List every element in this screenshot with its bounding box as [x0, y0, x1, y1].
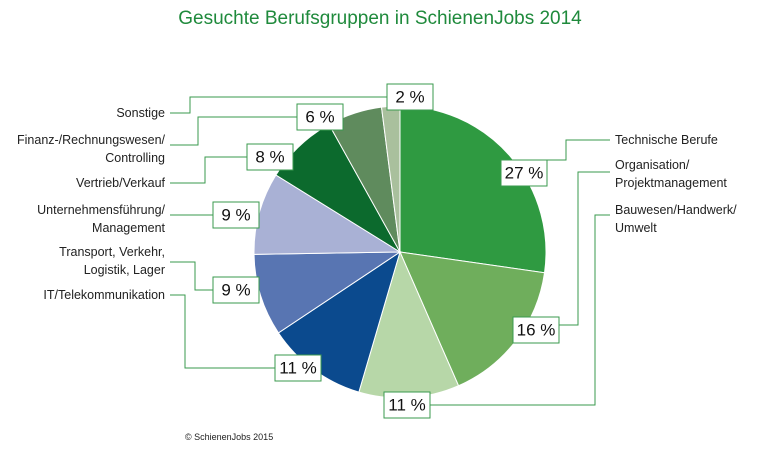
category-label: Sonstige — [116, 106, 165, 120]
value-box — [500, 159, 548, 187]
value-box — [212, 201, 260, 229]
category-label: Technische Berufe — [615, 133, 718, 147]
value-box — [246, 143, 294, 171]
value-label: 6 % — [305, 107, 334, 126]
category-label: Organisation/ Projektmanagement — [615, 158, 727, 190]
pie-slice — [253, 251, 402, 334]
value-label: 9 % — [221, 205, 250, 224]
leader-line — [559, 171, 610, 326]
leader-line — [170, 156, 247, 184]
value-label: 16 % — [517, 320, 556, 339]
value-label: 11 % — [279, 358, 317, 377]
leader-line — [170, 294, 275, 369]
value-box — [386, 83, 434, 111]
leader-line — [170, 96, 387, 114]
value-label: 11 % — [388, 395, 426, 414]
leader-line — [547, 139, 610, 161]
value-label: 2 % — [395, 87, 424, 106]
pie-slice — [399, 105, 547, 274]
category-label: Finanz-/Rechnungswesen/ Controlling — [17, 133, 165, 165]
source: © SchienenJobs 2015 — [185, 432, 274, 442]
category-label: Transport, Verkehr, Logistik, Lager — [59, 245, 165, 277]
value-label: 9 % — [221, 280, 250, 299]
category-label: Bauwesen/Handwerk/ Umwelt — [615, 203, 737, 235]
value-box — [296, 103, 344, 131]
category-label: Unternehmensführung/ Management — [37, 203, 165, 235]
value-box — [383, 391, 431, 419]
leader-line — [430, 214, 610, 406]
value-box — [512, 316, 560, 344]
value-box — [212, 276, 260, 304]
chart-title: Gesuchte Berufsgruppen in SchienenJobs 2… — [178, 8, 582, 29]
category-label: Vertrieb/Verkauf — [76, 176, 165, 190]
value-label: 8 % — [255, 147, 284, 166]
leader-line — [170, 261, 213, 291]
category-label: IT/Telekommunikation — [43, 288, 165, 302]
leader-line — [170, 116, 297, 146]
value-label: 27 % — [505, 163, 544, 182]
value-box — [274, 354, 322, 382]
